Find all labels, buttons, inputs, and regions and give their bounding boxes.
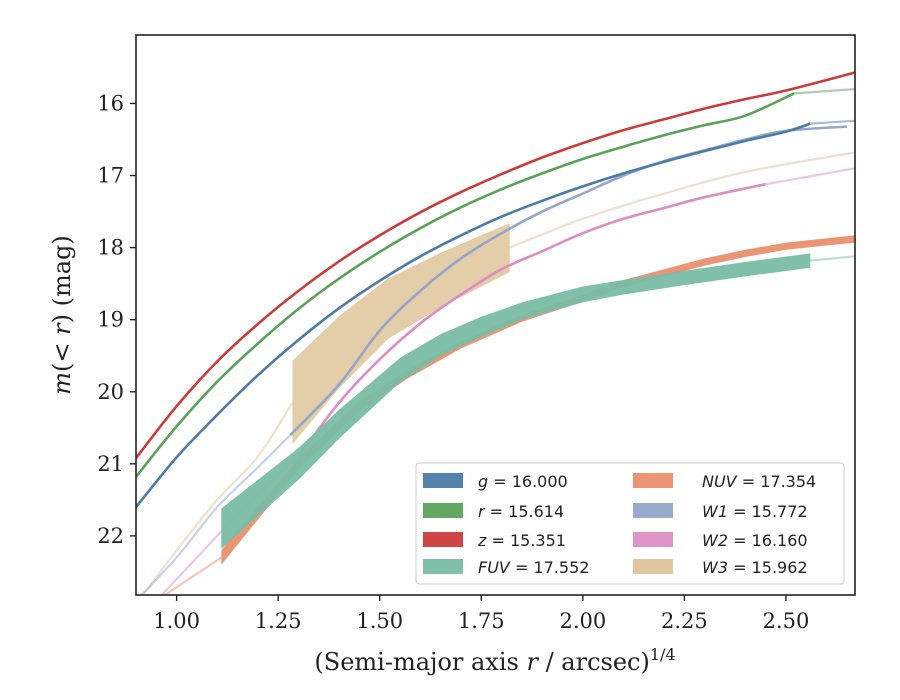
- series-r-line: [136, 92, 795, 478]
- legend: g = 16.000 r = 15.614 z = 15.351 FUV = 17.5…: [415, 462, 845, 585]
- series-W1-extension: [140, 434, 292, 595]
- y-axis: 16 17 18 19 20 21 22: [97, 91, 136, 548]
- legend-swatch-z: [423, 532, 463, 547]
- legend-frame: [415, 462, 845, 585]
- series-z-line: [136, 71, 855, 459]
- series-FUV: [221, 253, 855, 549]
- series-FUV-extension: [810, 255, 855, 262]
- x-tick-label: 1.25: [255, 609, 302, 633]
- series-NUV: [163, 235, 855, 595]
- series-W3: [143, 151, 855, 595]
- legend-swatch-g: [423, 473, 463, 488]
- series-z: [136, 71, 855, 459]
- y-axis-label: m(< r) (mag): [48, 235, 76, 395]
- series-g-line: [136, 122, 811, 508]
- legend-swatch-W2: [633, 532, 673, 547]
- series-r: [136, 88, 855, 478]
- x-tick-label: 1.75: [458, 609, 505, 633]
- y-tick-label: 19: [97, 308, 124, 332]
- series-NUV-extension: [163, 556, 222, 595]
- series-g: [136, 119, 855, 508]
- x-tick-label: 1.00: [153, 609, 200, 633]
- legend-swatch-W3: [633, 559, 673, 574]
- legend-swatch-NUV: [633, 473, 673, 488]
- series-W2-line: [297, 182, 766, 458]
- series-g-extension: [810, 119, 855, 125]
- x-tick-label: 2.25: [661, 609, 708, 633]
- y-tick-label: 18: [97, 236, 124, 260]
- y-tick-label: 16: [97, 91, 124, 115]
- y-tick-label: 22: [97, 524, 124, 548]
- x-tick-label: 1.50: [356, 609, 403, 633]
- legend-swatch-FUV: [423, 559, 463, 574]
- series-W2-extension: [765, 167, 855, 186]
- series-W1: [140, 125, 848, 595]
- y-tick-label: 17: [97, 164, 124, 188]
- legend-label-NUV: NUV = 17.354: [702, 472, 816, 491]
- x-axis: 1.00 1.25 1.50 1.75 2.00 2.25 2.50: [153, 595, 809, 633]
- legend-label-FUV: FUV = 17.552: [478, 558, 589, 577]
- series-W1-line: [289, 125, 848, 436]
- series-W3-extension: [143, 402, 294, 595]
- legend-label-W1: W1 = 15.772: [702, 502, 808, 521]
- x-tick-label: 2.50: [763, 609, 810, 633]
- series-W3-band: [292, 223, 510, 445]
- legend-swatch-r: [423, 503, 463, 518]
- x-axis-label: (Semi-major axis r / arcsec)1/4: [314, 645, 675, 676]
- legend-label-W2: W2 = 16.160: [702, 531, 808, 550]
- x-tick-label: 2.00: [559, 609, 606, 633]
- legend-label-r: r = 15.614: [478, 502, 564, 521]
- legend-swatch-W1: [633, 503, 673, 518]
- y-tick-label: 20: [97, 380, 124, 404]
- series-r-extension: [794, 88, 855, 95]
- legend-label-z: z = 15.351: [477, 531, 566, 550]
- series-FUV-band: [221, 253, 811, 549]
- series-W3-extension: [509, 151, 855, 249]
- series-layer: [136, 71, 855, 595]
- legend-label-g: g = 16.000: [478, 472, 568, 491]
- legend-label-W3: W3 = 15.962: [702, 558, 808, 577]
- y-tick-label: 21: [97, 452, 124, 476]
- plot-frame: [135, 34, 856, 596]
